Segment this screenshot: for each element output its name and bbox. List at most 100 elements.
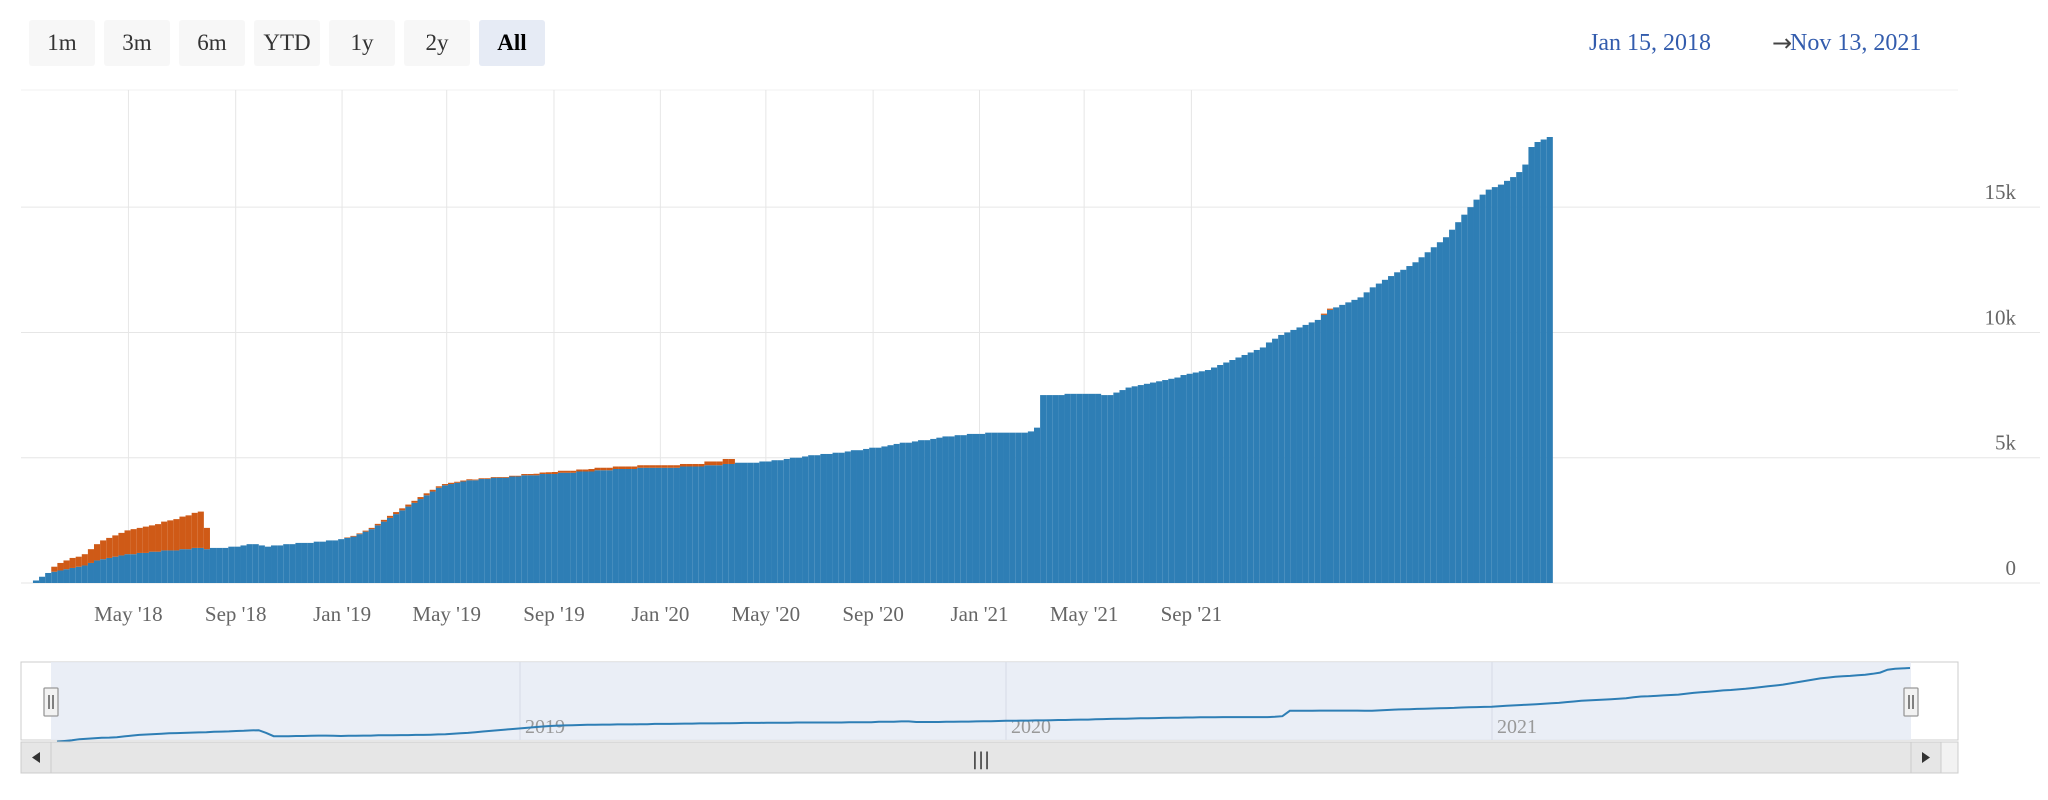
bar-series-b[interactable] bbox=[637, 465, 644, 468]
bar-series-b[interactable] bbox=[460, 480, 467, 482]
bar-series-a[interactable] bbox=[979, 433, 986, 583]
bar-series-a[interactable] bbox=[832, 452, 839, 583]
bar-series-a[interactable] bbox=[1009, 432, 1016, 583]
bar-series-a[interactable] bbox=[1540, 139, 1547, 583]
bar-series-b[interactable] bbox=[179, 516, 186, 550]
bar-series-a[interactable] bbox=[1357, 297, 1364, 583]
bar-series-a[interactable] bbox=[1284, 332, 1291, 583]
bar-series-a[interactable] bbox=[753, 462, 760, 583]
bar-series-a[interactable] bbox=[728, 463, 735, 583]
bar-series-a[interactable] bbox=[191, 547, 198, 583]
bar-series-a[interactable] bbox=[1186, 373, 1193, 583]
scrollbar[interactable]: ||| bbox=[20, 741, 1959, 774]
bar-series-b[interactable] bbox=[118, 532, 125, 556]
bar-series-a[interactable] bbox=[1485, 189, 1492, 583]
bar-series-a[interactable] bbox=[1003, 432, 1010, 583]
bar-series-a[interactable] bbox=[1137, 385, 1144, 583]
bar-series-a[interactable] bbox=[362, 531, 369, 583]
bar-series-b[interactable] bbox=[106, 537, 113, 558]
bar-series-b[interactable] bbox=[185, 515, 192, 550]
bar-series-a[interactable] bbox=[81, 565, 88, 583]
bar-series-a[interactable] bbox=[490, 477, 497, 583]
bar-series-a[interactable] bbox=[1461, 214, 1468, 584]
bar-series-a[interactable] bbox=[1497, 184, 1505, 584]
bar-series-a[interactable] bbox=[1113, 392, 1120, 583]
bar-series-a[interactable] bbox=[368, 529, 375, 583]
bar-series-a[interactable] bbox=[57, 570, 64, 583]
bar-series-a[interactable] bbox=[338, 539, 345, 583]
bar-series-a[interactable] bbox=[594, 470, 601, 583]
bar-series-a[interactable] bbox=[1241, 354, 1248, 583]
bar-series-a[interactable] bbox=[1314, 319, 1321, 583]
bar-series-a[interactable] bbox=[930, 438, 937, 583]
bar-series-a[interactable] bbox=[161, 550, 168, 583]
bar-series-a[interactable] bbox=[203, 549, 210, 583]
bar-series-a[interactable] bbox=[63, 569, 70, 583]
bar-series-a[interactable] bbox=[332, 540, 339, 583]
bar-series-b[interactable] bbox=[155, 524, 162, 552]
bar-series-b[interactable] bbox=[167, 520, 174, 551]
bar-series-b[interactable] bbox=[722, 458, 729, 464]
bar-series-a[interactable] bbox=[1388, 276, 1395, 583]
bar-series-b[interactable] bbox=[527, 474, 534, 476]
bar-series-a[interactable] bbox=[185, 549, 192, 583]
bar-series-a[interactable] bbox=[1522, 164, 1529, 583]
bar-series-a[interactable] bbox=[1021, 432, 1028, 583]
range-button-1m[interactable]: 1m bbox=[29, 20, 95, 66]
bar-series-a[interactable] bbox=[1363, 292, 1370, 583]
bar-series-a[interactable] bbox=[51, 571, 58, 583]
bar-series-a[interactable] bbox=[1290, 329, 1297, 583]
bar-series-b[interactable] bbox=[582, 469, 589, 472]
bar-series-b[interactable] bbox=[136, 527, 143, 553]
bar-series-a[interactable] bbox=[1162, 380, 1169, 583]
bar-series-b[interactable] bbox=[112, 535, 119, 557]
bar-series-b[interactable] bbox=[472, 479, 479, 481]
bar-series-a[interactable] bbox=[814, 455, 821, 583]
bar-series-b[interactable] bbox=[429, 489, 436, 492]
bar-series-b[interactable] bbox=[411, 500, 418, 503]
navigator[interactable]: 2019 2020 2021 bbox=[20, 661, 1959, 743]
bar-series-a[interactable] bbox=[1168, 378, 1175, 583]
navigator-handle-left[interactable] bbox=[43, 687, 59, 717]
bar-series-b[interactable] bbox=[374, 523, 381, 526]
bar-series-a[interactable] bbox=[417, 499, 424, 583]
bar-series-a[interactable] bbox=[612, 468, 619, 583]
bar-series-a[interactable] bbox=[1418, 257, 1425, 583]
bar-series-b[interactable] bbox=[142, 526, 149, 553]
bar-series-a[interactable] bbox=[570, 472, 577, 583]
bar-series-a[interactable] bbox=[1442, 237, 1450, 583]
bar-series-b[interactable] bbox=[191, 512, 198, 548]
bar-series-a[interactable] bbox=[307, 542, 314, 583]
navigator-handle-right[interactable] bbox=[1903, 687, 1919, 717]
bar-series-a[interactable] bbox=[39, 576, 46, 583]
bar-series-a[interactable] bbox=[734, 462, 742, 583]
bar-series-a[interactable] bbox=[405, 506, 412, 583]
bar-series-a[interactable] bbox=[1259, 347, 1266, 583]
bar-series-a[interactable] bbox=[1467, 207, 1474, 583]
bar-series-a[interactable] bbox=[966, 433, 973, 583]
bar-series-a[interactable] bbox=[1436, 242, 1443, 584]
bar-series-a[interactable] bbox=[838, 452, 845, 583]
bar-series-a[interactable] bbox=[557, 472, 564, 583]
bar-series-b[interactable] bbox=[502, 477, 510, 478]
bar-series-a[interactable] bbox=[1235, 357, 1242, 583]
bar-series-a[interactable] bbox=[1217, 365, 1224, 583]
bar-series-b[interactable] bbox=[496, 477, 503, 478]
bar-series-a[interactable] bbox=[942, 436, 949, 583]
bar-series-b[interactable] bbox=[417, 497, 424, 500]
scrollbar-thumb[interactable] bbox=[50, 741, 1912, 774]
bar-series-b[interactable] bbox=[362, 530, 369, 532]
bar-series-b[interactable] bbox=[557, 470, 564, 473]
bar-series-a[interactable] bbox=[1125, 387, 1132, 583]
bar-series-a[interactable] bbox=[1149, 382, 1157, 583]
bar-series-a[interactable] bbox=[234, 546, 241, 583]
bar-series-a[interactable] bbox=[472, 480, 479, 583]
bar-series-a[interactable] bbox=[100, 559, 107, 583]
bar-series-a[interactable] bbox=[509, 476, 516, 583]
bar-series-a[interactable] bbox=[1296, 327, 1303, 583]
bar-series-b[interactable] bbox=[466, 479, 473, 481]
bar-series-a[interactable] bbox=[1070, 393, 1077, 583]
bar-series-a[interactable] bbox=[1327, 309, 1334, 583]
bar-series-a[interactable] bbox=[1095, 393, 1102, 583]
bar-series-b[interactable] bbox=[521, 474, 528, 476]
